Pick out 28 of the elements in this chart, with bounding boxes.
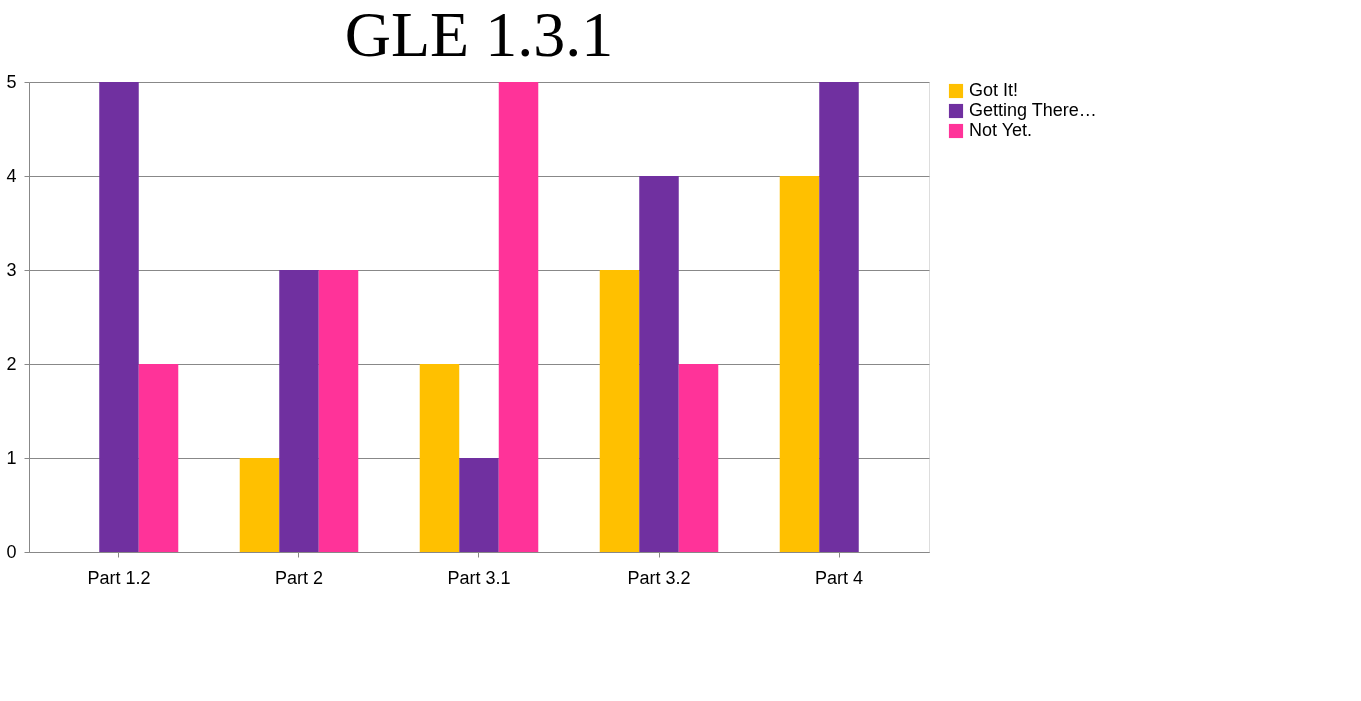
bar [779,176,820,552]
x-tick-label: Part 3.1 [447,567,511,588]
y-tick-label: 0 [6,541,17,562]
y-tick-label: 2 [6,353,17,374]
bar [599,270,640,552]
legend-label: Got It! [969,80,1019,100]
x-tick-label: Part 3.2 [627,567,691,588]
x-tick-label: Part 1.2 [87,567,151,588]
bar [99,82,139,552]
bar [279,270,319,552]
bar [498,82,539,552]
chart-title: GLE 1.3.1 [344,0,614,70]
bar [419,364,460,552]
y-tick-label: 1 [6,447,17,468]
bar [678,364,719,552]
bar [459,458,499,552]
y-tick-label: 4 [6,165,17,186]
legend-label: Not Yet. [969,120,1033,140]
bar [819,82,859,552]
legend-label: Getting There… [969,100,1097,120]
bar [318,270,359,552]
x-tick-label: Part 2 [274,567,324,588]
bar [639,176,679,552]
bar [239,458,280,552]
y-tick-label: 5 [6,71,17,92]
x-tick-label: Part 4 [814,567,864,588]
y-tick-label: 3 [6,259,17,280]
bar [138,364,179,552]
